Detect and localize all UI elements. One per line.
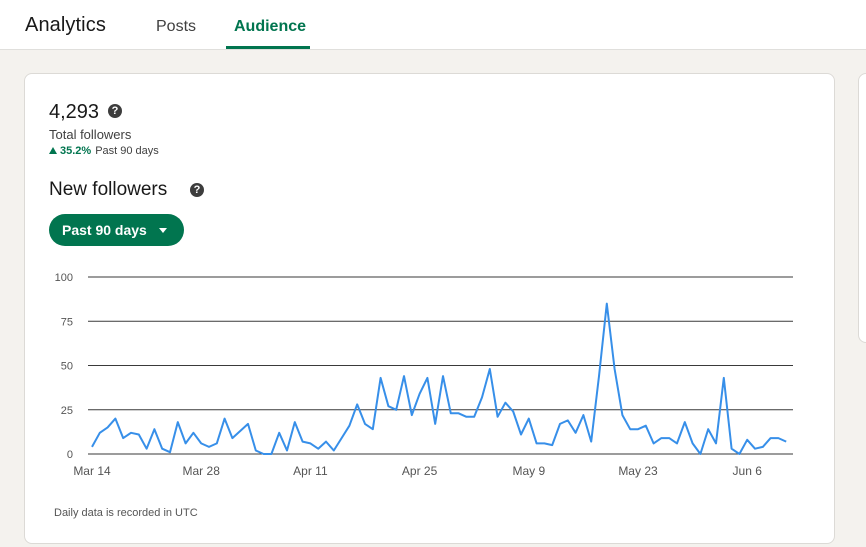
new-followers-title: New followers — [49, 179, 168, 200]
up-triangle-icon — [49, 147, 57, 154]
series-line[interactable] — [91, 302, 787, 455]
total-followers-label: Total followers — [49, 127, 132, 142]
question-circle-icon[interactable]: ? — [108, 104, 122, 118]
x-tick-label: May 23 — [618, 464, 658, 478]
audience-card — [24, 73, 835, 544]
tab-audience[interactable]: Audience — [234, 18, 307, 35]
x-tick-label: Apr 25 — [402, 464, 438, 478]
chart-footnote: Daily data is recorded in UTC — [54, 507, 198, 519]
y-tick-label: 100 — [55, 272, 73, 284]
x-tick-label: Mar 14 — [73, 464, 111, 478]
caret-down-icon — [159, 228, 167, 233]
top-navigation-bar: Analytics Posts Audience — [0, 0, 866, 50]
x-tick-label: May 9 — [512, 464, 545, 478]
question-circle-icon[interactable]: ? — [190, 183, 204, 197]
y-tick-label: 50 — [61, 361, 73, 373]
y-tick-label: 75 — [61, 316, 73, 328]
y-tick-label: 0 — [67, 449, 73, 461]
x-tick-label: Mar 28 — [183, 464, 221, 478]
y-tick-label: 25 — [61, 405, 73, 417]
active-tab-indicator — [226, 46, 310, 49]
growth-period: Past 90 days — [95, 145, 159, 157]
total-followers-count: 4,293 — [49, 101, 100, 123]
tab-posts[interactable]: Posts — [156, 18, 197, 35]
x-tick-label: Apr 11 — [293, 464, 328, 478]
page-title: Analytics — [25, 14, 106, 36]
x-tick-label: Jun 6 — [733, 464, 763, 478]
growth-percent: 35.2% — [60, 145, 92, 157]
date-range-label: Past 90 days — [62, 222, 147, 238]
growth-indicator: 35.2% Past 90 days — [49, 145, 159, 157]
date-range-dropdown-button[interactable]: Past 90 days — [49, 214, 184, 246]
